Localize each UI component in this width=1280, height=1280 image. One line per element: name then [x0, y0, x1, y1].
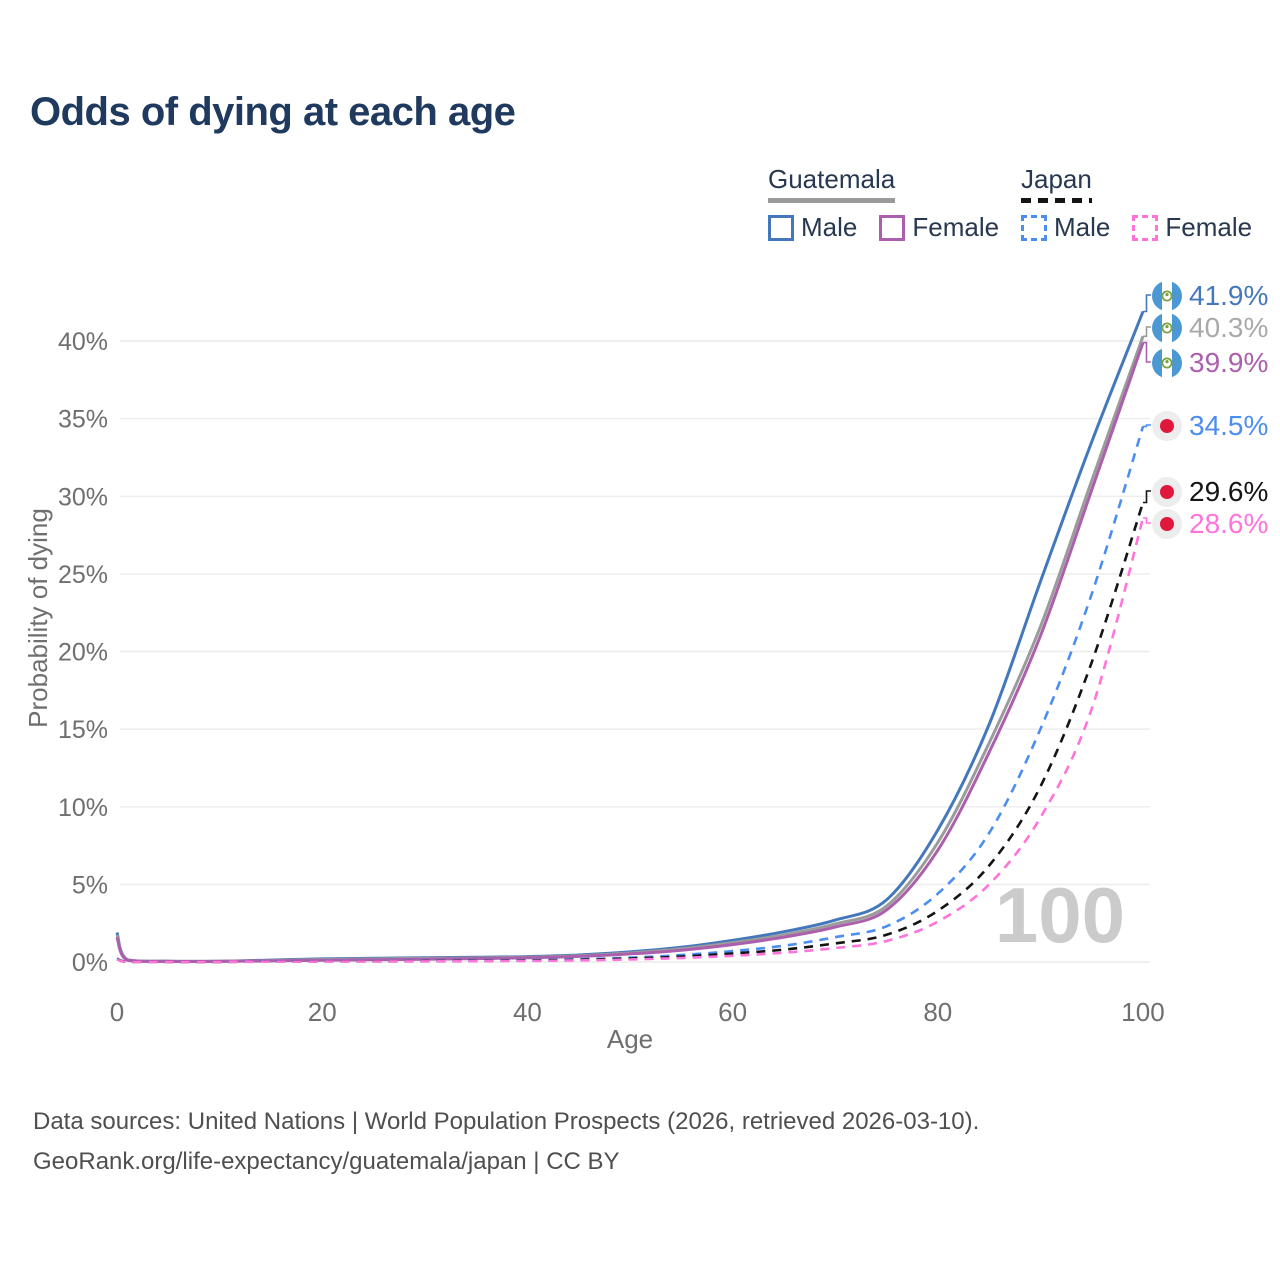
japan-flag-icon: [1152, 411, 1182, 441]
leader-line-guatemala-female: [1143, 341, 1151, 363]
guatemala-flag-icon: [1152, 348, 1182, 378]
footer-data-sources: Data sources: United Nations | World Pop…: [33, 1108, 980, 1135]
end-value: 29.6%: [1189, 476, 1269, 507]
guatemala-male-label: Male: [801, 212, 858, 242]
end-value: 41.9%: [1189, 280, 1269, 311]
legend-item-guatemala-male[interactable]: Male: [768, 212, 857, 243]
chart-title: Odds of dying at each age: [30, 90, 516, 134]
end-label-guatemala-female: 39.9%: [1152, 347, 1268, 379]
legend-country-guatemala: Guatemala: [768, 164, 896, 203]
leader-line-guatemala-both: [1143, 326, 1151, 338]
guatemala-female-swatch: [879, 214, 906, 241]
end-label-japan-female: 28.6%: [1152, 508, 1268, 540]
y-tick-label: 40%: [58, 328, 108, 356]
series-line-guatemala-both[interactable]: [115, 335, 1145, 963]
legend-item-japan-female[interactable]: Female: [1132, 212, 1252, 243]
x-tick-label: 40: [513, 997, 542, 1027]
japan-linestyle-swatch: [1021, 198, 1092, 203]
leader-line-guatemala-male: [1143, 294, 1151, 313]
y-tick-label: 35%: [58, 406, 108, 434]
end-label-japan-both: 29.6%: [1152, 476, 1268, 508]
end-value: 34.5%: [1189, 410, 1269, 441]
series-line-japan-male[interactable]: [116, 426, 1145, 964]
x-tick-label: 80: [923, 997, 952, 1027]
guatemala-linestyle-swatch: [768, 198, 896, 203]
guatemala-female-label: Female: [912, 212, 1000, 242]
end-label-japan-male: 34.5%: [1152, 410, 1268, 442]
japan-flag-icon: [1152, 477, 1182, 507]
end-value: 39.9%: [1189, 347, 1269, 378]
japan-flag-icon: [1152, 509, 1182, 539]
y-tick-label: 25%: [58, 561, 108, 589]
japan-female-label: Female: [1165, 212, 1253, 242]
guatemala-male-swatch: [768, 214, 794, 241]
leader-line-japan-male: [1143, 424, 1151, 428]
guatemala-flag-icon: [1152, 281, 1182, 311]
x-tick-label: 0: [110, 997, 124, 1027]
y-tick-label: 5%: [72, 871, 108, 899]
x-tick-label: 60: [718, 997, 747, 1027]
x-axis-title: Age: [607, 1024, 653, 1054]
y-tick-label: 20%: [58, 639, 108, 667]
legend-item-japan-male[interactable]: Male: [1021, 212, 1110, 243]
end-label-guatemala-both: 40.3%: [1152, 312, 1268, 344]
y-tick-label: 10%: [58, 794, 108, 822]
y-tick-label: 0%: [72, 949, 108, 977]
end-value: 40.3%: [1189, 312, 1269, 343]
legend-item-guatemala-female[interactable]: Female: [879, 212, 999, 243]
series-line-japan-both[interactable]: [116, 502, 1145, 964]
end-value: 28.6%: [1189, 508, 1269, 539]
legend-group-japan: Japan Male Female: [1021, 164, 1252, 243]
y-tick-label: 15%: [58, 716, 108, 744]
japan-male-swatch: [1021, 214, 1047, 241]
end-label-guatemala-male: 41.9%: [1152, 280, 1268, 312]
footer-attribution: GeoRank.org/life-expectancy/guatemala/ja…: [33, 1148, 620, 1175]
japan-female-swatch: [1132, 214, 1159, 241]
legend-country-japan-label: Japan: [1021, 164, 1092, 194]
y-tick-label: 30%: [58, 483, 108, 511]
x-tick-label: 20: [308, 997, 337, 1027]
legend-country-japan: Japan: [1021, 164, 1092, 203]
watermark-age: 100: [995, 871, 1125, 959]
guatemala-flag-icon: [1152, 313, 1182, 343]
legend-group-guatemala: Guatemala Male Female: [768, 164, 999, 243]
x-tick-label: 100: [1121, 997, 1164, 1027]
leader-line-japan-both: [1143, 490, 1151, 504]
legend-country-guatemala-label: Guatemala: [768, 164, 896, 194]
japan-male-label: Male: [1054, 212, 1111, 242]
series-line-japan-female[interactable]: [116, 517, 1145, 964]
y-axis-title: Probability of dying: [23, 508, 53, 728]
leader-line-japan-female: [1143, 517, 1151, 524]
